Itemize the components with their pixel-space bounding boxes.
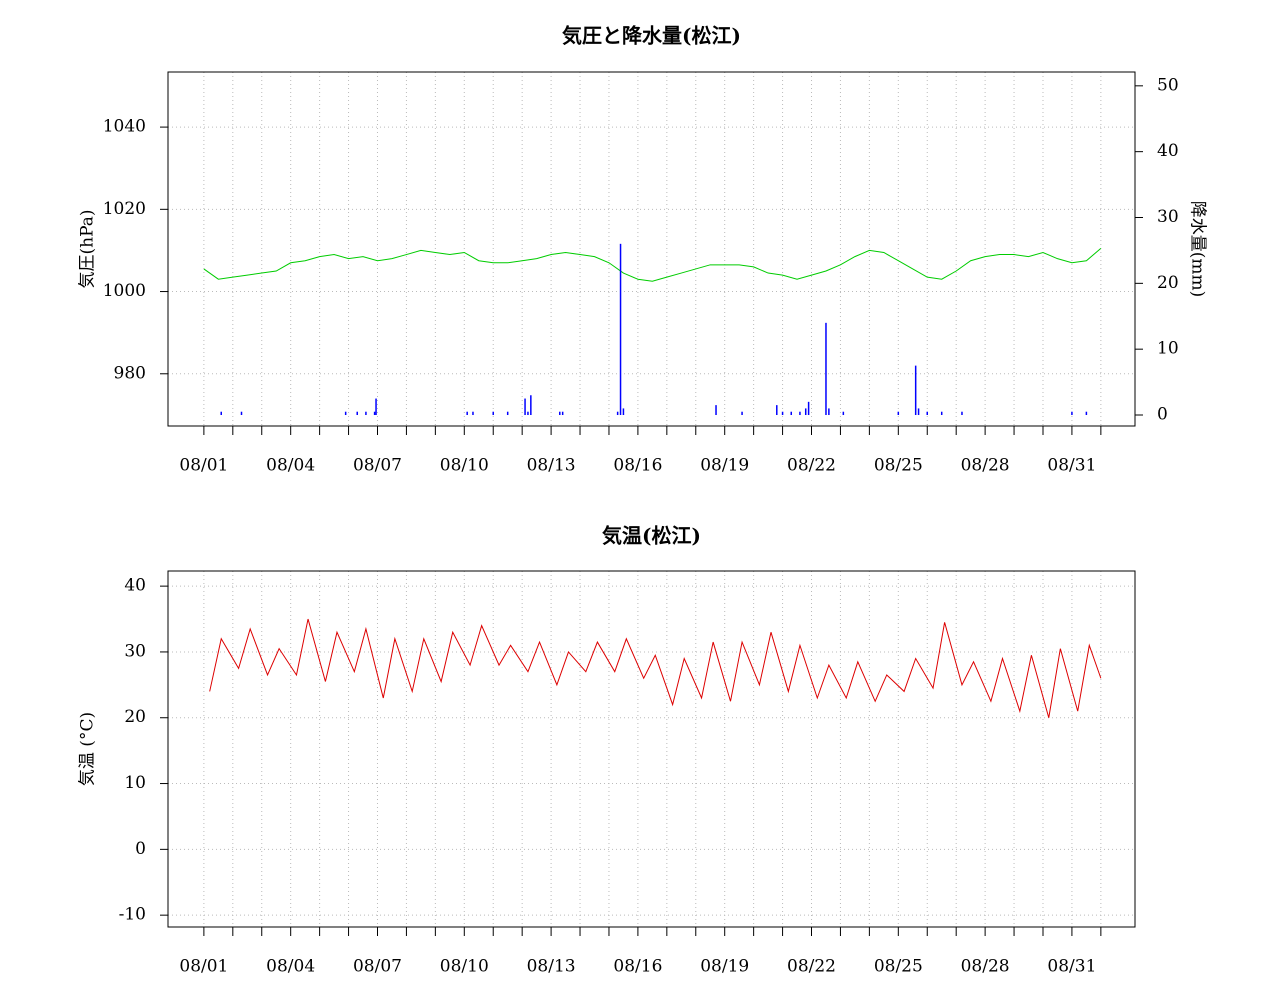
- precip-bar: [790, 411, 793, 416]
- data-line: [203, 247, 1102, 282]
- x-tick-label: 08/22: [787, 957, 836, 977]
- precip-bar: [527, 411, 529, 416]
- precip-bar: [961, 411, 963, 416]
- x-tick-label: 08/28: [961, 957, 1010, 977]
- precip-bar: [492, 411, 494, 416]
- x-tick-label: 08/10: [440, 957, 489, 977]
- x-tick-label: 08/31: [1047, 456, 1096, 476]
- x-tick-label: 08/13: [527, 456, 576, 476]
- precip-bar: [344, 411, 347, 416]
- precip-bar: [940, 411, 943, 416]
- x-tick-label: 08/07: [353, 456, 402, 476]
- precip-bar: [804, 408, 807, 416]
- x-tick-label: 08/25: [874, 957, 923, 977]
- plot-frame: [167, 570, 1136, 928]
- x-tick-label: 08/28: [961, 456, 1010, 476]
- chart-title: 気温(松江): [602, 524, 701, 548]
- x-tick-label: 08/16: [613, 957, 662, 977]
- precip-bar: [466, 411, 468, 416]
- y2-tick-label: 50: [1157, 75, 1179, 95]
- precip-bar: [914, 365, 917, 416]
- precip-bar: [616, 411, 619, 416]
- x-tick-label: 08/04: [266, 456, 315, 476]
- x-tick-label: 08/16: [613, 456, 662, 476]
- x-tick-label: 08/22: [787, 456, 836, 476]
- y-tick-label: 30: [124, 641, 146, 661]
- x-tick-label: 08/25: [874, 456, 923, 476]
- y2-axis-label: 降水量(mm): [1188, 201, 1208, 298]
- precip-bar: [825, 322, 827, 416]
- y-tick-label: 10: [124, 773, 146, 793]
- y-tick-label: 1000: [103, 281, 146, 301]
- y-tick-label: 980: [114, 363, 146, 383]
- precip-bar: [559, 411, 561, 416]
- precip-bar: [375, 398, 377, 416]
- x-tick-label: 08/13: [527, 957, 576, 977]
- precip-bar: [828, 408, 830, 416]
- x-tick-label: 08/04: [266, 957, 315, 977]
- precip-bar: [373, 411, 376, 416]
- precip-bar: [897, 411, 900, 416]
- chart-title: 気圧と降水量(松江): [562, 24, 741, 48]
- data-line: [209, 618, 1102, 718]
- x-tick-label: 08/10: [440, 456, 489, 476]
- precip-bar: [240, 411, 243, 416]
- precip-bar: [530, 395, 532, 416]
- y2-tick-label: 30: [1157, 207, 1179, 227]
- x-tick-label: 08/01: [179, 957, 228, 977]
- y-tick-label: 40: [124, 576, 146, 596]
- x-tick-label: 08/01: [179, 456, 228, 476]
- precip-bar: [926, 411, 928, 416]
- precip-bar: [799, 411, 801, 416]
- precip-bar: [917, 408, 920, 416]
- x-tick-label: 08/31: [1047, 957, 1096, 977]
- precip-bar: [741, 411, 743, 416]
- precip-bar: [776, 405, 778, 416]
- precip-bar: [356, 411, 358, 416]
- precip-bar: [715, 405, 717, 416]
- y-axis-label: 気温 (°C): [78, 712, 98, 786]
- precip-bar: [506, 411, 509, 416]
- y2-tick-label: 20: [1157, 273, 1179, 293]
- y-tick-label: 1040: [103, 117, 146, 137]
- precip-bar: [781, 411, 784, 416]
- precip-bar: [622, 408, 625, 416]
- y-tick-label: 20: [124, 707, 146, 727]
- plot-frame: [167, 71, 1136, 427]
- precip-bar: [220, 411, 222, 416]
- y-axis-label: 気圧(hPa): [78, 209, 98, 288]
- y-tick-label: 0: [135, 839, 146, 859]
- precip-bar: [472, 411, 474, 416]
- x-tick-label: 08/19: [700, 957, 749, 977]
- precip-bar: [619, 243, 622, 416]
- y-tick-label: -10: [119, 905, 146, 925]
- x-tick-label: 08/19: [700, 456, 749, 476]
- x-tick-label: 08/07: [353, 957, 402, 977]
- y-tick-label: 1020: [103, 199, 146, 219]
- precip-bar: [842, 411, 845, 416]
- y2-tick-label: 10: [1157, 339, 1179, 359]
- precip-bar: [1085, 411, 1088, 416]
- precip-bar: [365, 411, 367, 416]
- precip-bar: [524, 398, 526, 416]
- precip-bar: [561, 411, 564, 416]
- y2-tick-label: 0: [1157, 405, 1168, 425]
- precip-bar: [1071, 411, 1073, 416]
- precip-bar: [807, 401, 810, 416]
- y2-tick-label: 40: [1157, 141, 1179, 161]
